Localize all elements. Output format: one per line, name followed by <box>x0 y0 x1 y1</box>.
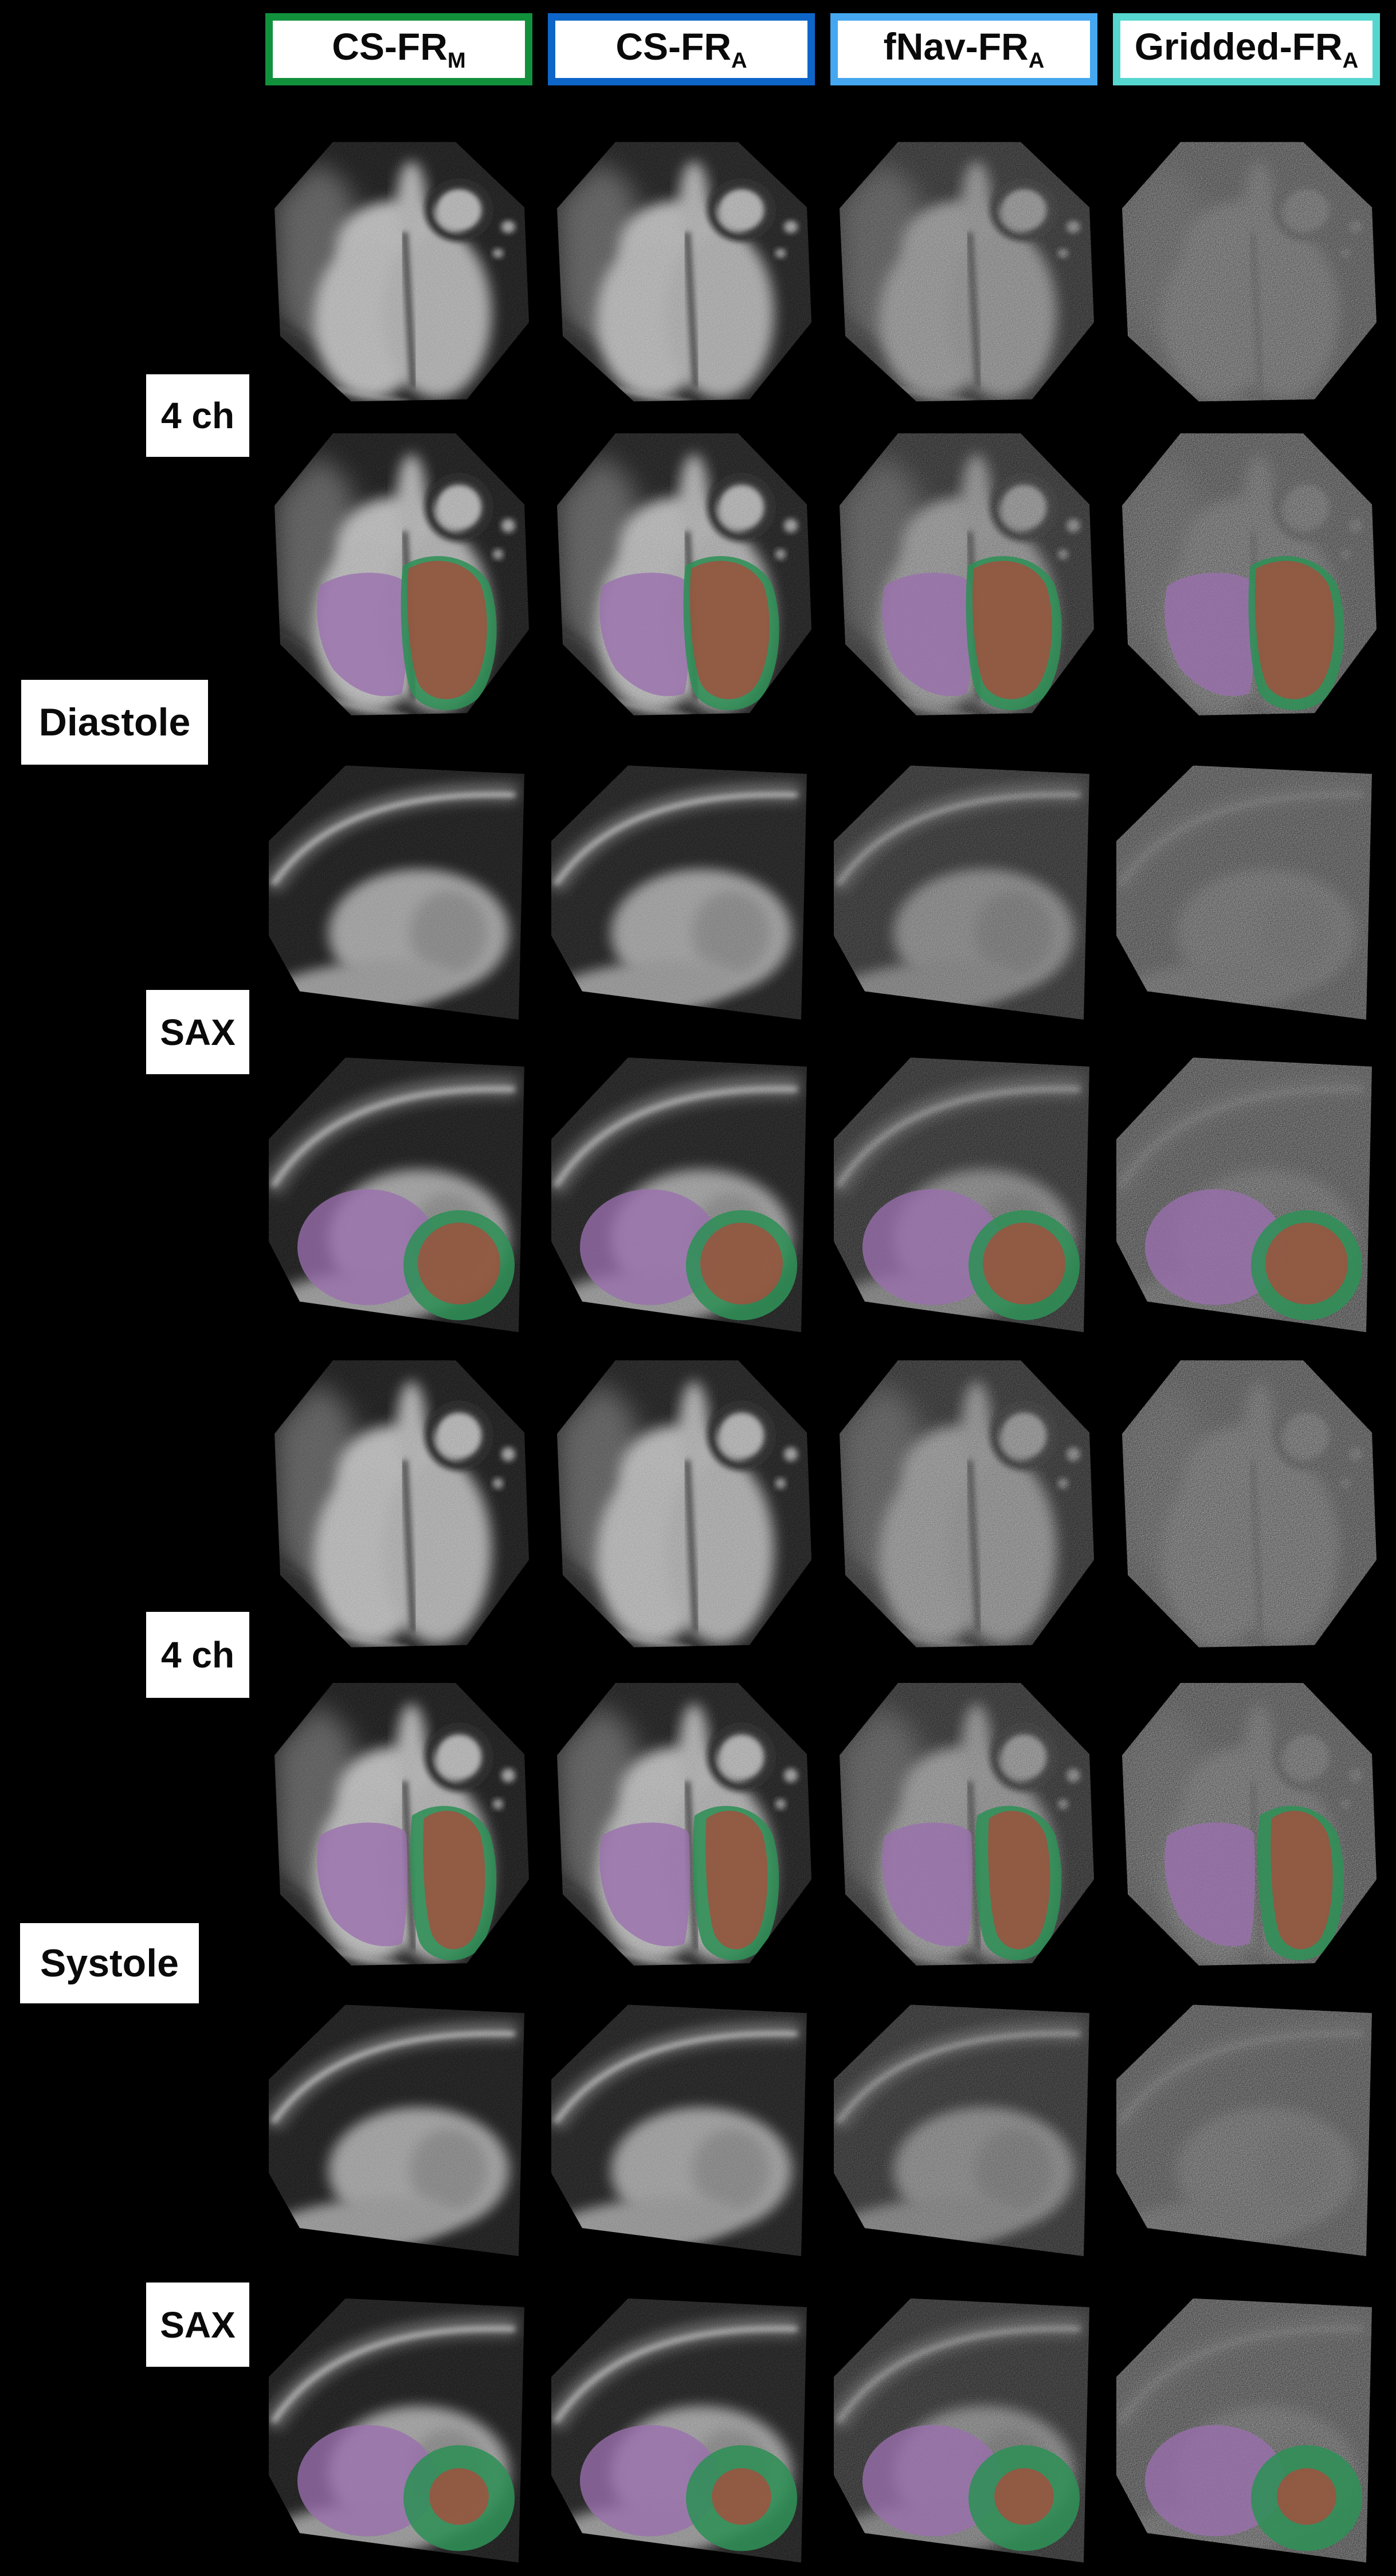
column-header-fnav-fra: fNav-FRA <box>830 13 1097 85</box>
mri-image <box>275 1360 529 1647</box>
image-row-4ch-systole-segmented <box>265 1681 1380 1968</box>
mri-image <box>1116 2298 1372 2563</box>
mri-image <box>1122 433 1377 715</box>
mri-image <box>557 142 811 402</box>
mri-image <box>840 1360 1094 1647</box>
row-label-diastole: Diastole <box>21 680 208 765</box>
mri-image <box>269 2298 524 2563</box>
column-header-subscript: A <box>1028 48 1045 73</box>
mri-image-panel <box>548 762 815 1025</box>
mri-image <box>1122 1683 1377 1966</box>
mri-image-panel <box>265 2002 532 2261</box>
column-header-subscript: M <box>447 48 466 73</box>
mri-image-panel <box>265 140 532 404</box>
row-label-systole: Systole <box>20 1923 199 2003</box>
column-headers: CS-FRM CS-FRA fNav-FRA Gridded-FRA <box>265 13 1380 85</box>
mri-image-panel <box>1113 762 1380 1025</box>
mri-image <box>551 2005 807 2256</box>
mri-image <box>834 1057 1089 1333</box>
mri-image <box>275 1683 529 1966</box>
mri-image <box>269 1057 524 1333</box>
row-label-4ch-diastole: 4 ch <box>146 374 249 457</box>
mri-image-panel <box>548 140 815 404</box>
column-header-label: CS-FRA <box>615 25 747 73</box>
column-header-label: CS-FRM <box>332 25 466 73</box>
mri-image-panel <box>1113 2002 1380 2261</box>
mri-image <box>269 765 524 1020</box>
mri-image-panel <box>830 140 1097 404</box>
mri-image-panel <box>548 2295 815 2568</box>
mri-image <box>551 1057 807 1333</box>
mri-image <box>275 142 529 402</box>
column-header-subscript: A <box>731 48 747 73</box>
mri-image <box>557 1360 811 1647</box>
mri-image-panel <box>265 1358 532 1650</box>
mri-image-panel <box>1113 1358 1380 1650</box>
column-header-label: fNav-FRA <box>883 25 1045 73</box>
mri-image <box>551 2298 807 2563</box>
row-label-sax-diastole: SAX <box>146 990 249 1074</box>
mri-image <box>840 433 1094 715</box>
mri-image-panel <box>830 762 1097 1025</box>
mri-image-panel <box>830 1054 1097 1338</box>
mri-image-panel <box>265 1681 532 1968</box>
mri-image-panel <box>548 2002 815 2261</box>
mri-image-panel <box>1113 1054 1380 1338</box>
column-header-cs-fra: CS-FRA <box>548 13 815 85</box>
mri-image-panel <box>1113 140 1380 404</box>
mri-image <box>834 2298 1089 2563</box>
mri-image <box>1116 2005 1372 2256</box>
mri-image <box>269 2005 524 2256</box>
mri-image <box>551 765 807 1020</box>
image-row-4ch-diastole <box>265 140 1380 404</box>
mri-image-panel <box>548 1358 815 1650</box>
mri-image-panel <box>830 1358 1097 1650</box>
mri-image-panel <box>548 431 815 718</box>
column-header-gridded-fra: Gridded-FRA <box>1113 13 1380 85</box>
column-header-subscript: A <box>1342 48 1359 73</box>
mri-image-panel <box>830 2295 1097 2568</box>
image-row-4ch-diastole-segmented <box>265 431 1380 718</box>
mri-image-panel <box>1113 431 1380 718</box>
mri-image <box>834 765 1089 1020</box>
mri-image <box>834 2005 1089 2256</box>
image-row-sax-systole <box>265 2002 1380 2261</box>
image-row-4ch-systole <box>265 1358 1380 1650</box>
column-header-cs-frm: CS-FRM <box>265 13 532 85</box>
mri-image-panel <box>830 431 1097 718</box>
mri-image-panel <box>265 1054 532 1338</box>
mri-image-panel <box>830 1681 1097 1968</box>
mri-image-panel <box>265 2295 532 2568</box>
mri-image <box>1122 142 1377 402</box>
column-header-label: Gridded-FRA <box>1134 25 1359 73</box>
mri-image <box>1116 1057 1372 1333</box>
mri-image <box>275 433 529 715</box>
mri-image <box>557 1683 811 1966</box>
image-row-sax-diastole <box>265 762 1380 1025</box>
image-row-sax-diastole-segmented <box>265 1054 1380 1338</box>
row-label-sax-systole: SAX <box>146 2283 249 2367</box>
mri-image-panel <box>548 1681 815 1968</box>
image-row-sax-systole-segmented <box>265 2295 1380 2568</box>
mri-image <box>840 142 1094 402</box>
mri-image <box>840 1683 1094 1966</box>
mri-image <box>557 433 811 715</box>
mri-image-panel <box>1113 2295 1380 2568</box>
mri-image-panel <box>1113 1681 1380 1968</box>
mri-image-panel <box>548 1054 815 1338</box>
mri-image-panel <box>265 762 532 1025</box>
row-label-4ch-systole: 4 ch <box>146 1612 249 1698</box>
mri-image <box>1122 1360 1377 1647</box>
mri-image <box>1116 765 1372 1020</box>
mri-image-panel <box>830 2002 1097 2261</box>
mri-image-panel <box>265 431 532 718</box>
